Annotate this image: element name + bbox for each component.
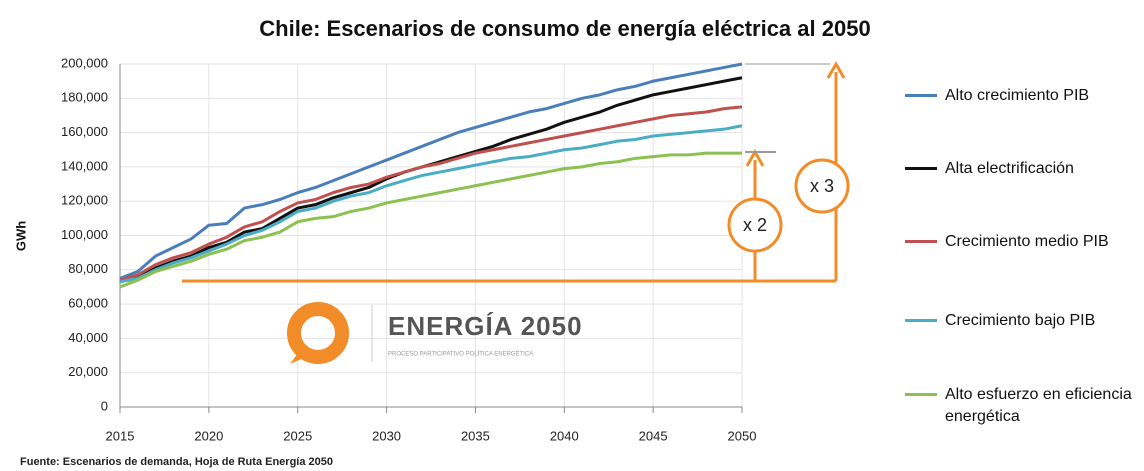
annotation-arrows: x 2 x 3 [182, 60, 850, 283]
y-tick-label: 100,000 [61, 227, 108, 242]
series-line [119, 105, 743, 282]
legend-swatch [905, 240, 937, 243]
y-tick-label: 200,000 [61, 55, 108, 70]
legend-swatch [905, 167, 937, 170]
y-tick-label: 0 [101, 398, 108, 413]
series-line [119, 151, 742, 289]
legend-swatch [905, 393, 937, 396]
annotation: x 2 [743, 215, 767, 235]
logo-subtitle: PROCESO PARTICIPATIVO POLÍTICA ENERGÉTIC… [388, 351, 533, 358]
y-tick-label: 60,000 [68, 296, 108, 311]
legend-swatch [905, 319, 937, 322]
logo-title: ENERGÍA 2050 [388, 311, 583, 341]
source-note: Fuente: Escenarios de demanda, Hoja de R… [20, 456, 333, 468]
legend-label: Alta electrificación [945, 160, 1074, 177]
x-tick-label: 2035 [461, 428, 490, 443]
legend-item: Crecimiento bajo PIB [905, 310, 1135, 332]
x-tick-label: 2040 [550, 428, 579, 443]
x-tick-label: 2030 [372, 428, 401, 443]
x-tick-label: 2015 [106, 428, 135, 443]
chart-title: Chile: Escenarios de consumo de energía … [259, 16, 870, 41]
x-tick-label: 2045 [639, 428, 668, 443]
legend-label: Crecimiento bajo PIB [945, 312, 1096, 329]
legend-label: Alto esfuerzo en eficiencia energética [945, 386, 1132, 425]
logo: ENERGÍA 2050 PROCESO PARTICIPATIVO POLÍT… [287, 302, 583, 364]
legend-item: Alta electrificación [905, 158, 1135, 180]
annotation: x 3 [810, 176, 834, 196]
legend-label: Crecimiento medio PIB [945, 233, 1109, 250]
y-tick-label: 140,000 [61, 158, 108, 173]
x-tick-label: 2020 [194, 428, 223, 443]
y-tick-label: 40,000 [68, 330, 108, 345]
legend-item: Alto esfuerzo en eficiencia energética [905, 384, 1135, 428]
y-tick-label: 160,000 [61, 124, 108, 139]
logo-ring [287, 302, 349, 364]
annotation-circle [794, 158, 850, 214]
x-tick-label: 2025 [283, 428, 312, 443]
logo-tail [290, 350, 308, 364]
y-axis-label: GWh [13, 221, 28, 251]
legend-item: Crecimiento medio PIB [905, 231, 1135, 253]
legend-item: Alto crecimiento PIB [905, 85, 1135, 107]
legend-label: Alto crecimiento PIB [945, 87, 1090, 104]
x-tick-label: 2050 [728, 428, 757, 443]
y-tick-label: 80,000 [68, 261, 108, 276]
y-tick-label: 180,000 [61, 90, 108, 105]
annotation-circle [727, 197, 783, 253]
y-tick-label: 20,000 [68, 364, 108, 379]
y-tick-label: 120,000 [61, 193, 108, 208]
arrowhead [826, 60, 846, 79]
series-line [119, 124, 743, 284]
series-line [119, 62, 743, 280]
legend-swatch [905, 94, 937, 97]
series-line [119, 76, 743, 284]
